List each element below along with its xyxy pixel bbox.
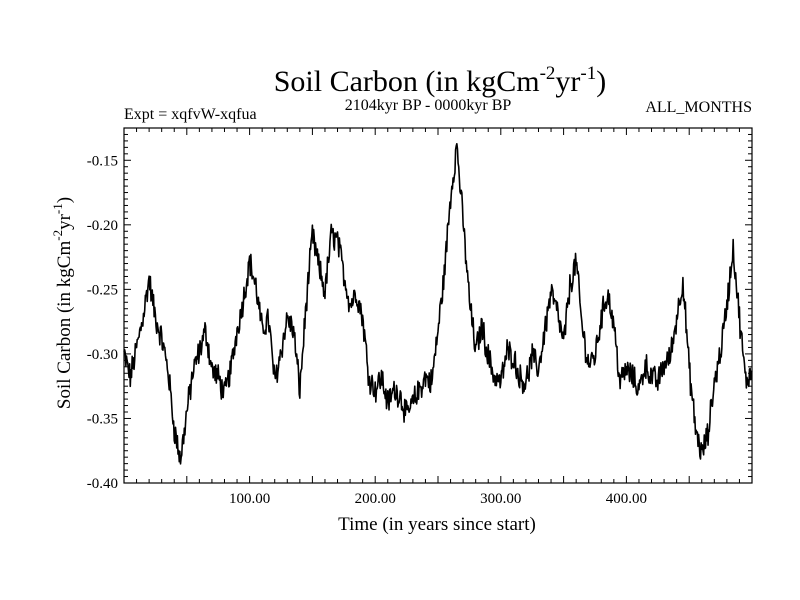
y-tick-label: -0.25 [87,282,118,298]
chart-title: Soil Carbon (in kgCm-2yr-1) [274,63,607,98]
x-tick-label: 100.00 [229,491,270,507]
y-tick-label: -0.35 [87,411,118,427]
x-tick-label: 400.00 [606,491,647,507]
time-range-label: 2104kyr BP - 0000kyr BP [345,97,512,114]
series-line [123,142,753,465]
x-tick-label: 200.00 [355,491,396,507]
y-tick-label: -0.30 [87,347,118,363]
experiment-label: Expt = xqfvW-xqfua [124,106,257,123]
plot-frame [123,127,753,484]
y-tick-label: -0.20 [87,218,118,234]
line-layer [123,142,753,465]
x-axis-label: Time (in years since start) [338,514,536,535]
x-tick-label: 300.00 [480,491,521,507]
months-label: ALL_MONTHS [645,99,752,116]
y-tick-label: -0.15 [87,153,118,169]
ticks-layer: 100.00 200.00 300.00 400.00 -0.40 -0.35 -0.30 -… [87,127,752,507]
y-tick-label: -0.40 [87,476,118,492]
y-axis-label: Soil Carbon (in kgCm-2yr-1) [50,197,75,409]
